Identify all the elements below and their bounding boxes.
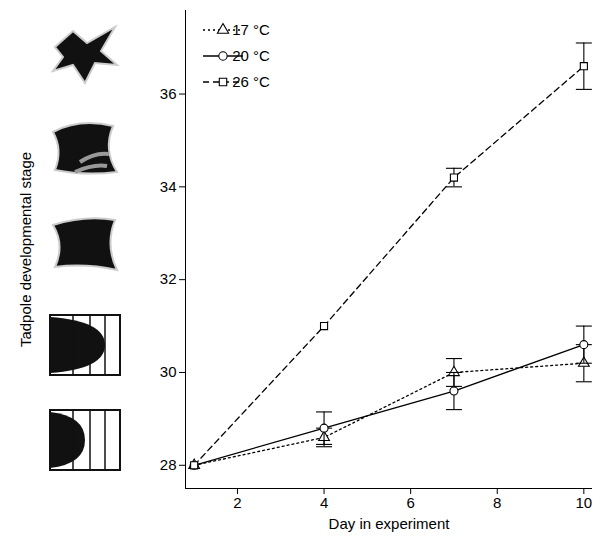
svg-text:28: 28 [160, 456, 177, 473]
svg-text:36: 36 [160, 85, 177, 102]
svg-text:Day in experiment: Day in experiment [329, 515, 451, 532]
svg-text:Tadpole developmental stage: Tadpole developmental stage [17, 152, 34, 347]
svg-text:17 °C: 17 °C [232, 21, 270, 38]
svg-text:32: 32 [160, 270, 177, 287]
svg-text:6: 6 [406, 494, 414, 511]
svg-text:34: 34 [160, 178, 177, 195]
svg-text:8: 8 [493, 494, 501, 511]
svg-text:30: 30 [160, 363, 177, 380]
svg-text:10: 10 [575, 494, 592, 511]
svg-text:26 °C: 26 °C [232, 73, 270, 90]
svg-text:20 °C: 20 °C [232, 47, 270, 64]
svg-text:2: 2 [233, 494, 241, 511]
svg-text:4: 4 [320, 494, 328, 511]
